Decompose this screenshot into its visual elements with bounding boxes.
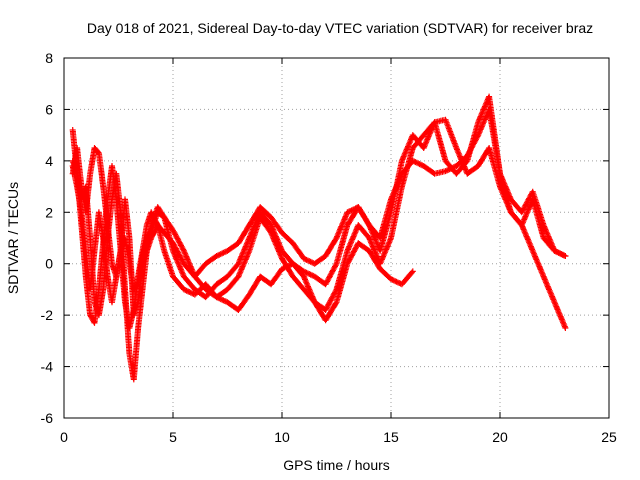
y-tick-label: 6	[45, 101, 53, 117]
y-tick-label: 2	[45, 204, 53, 220]
y-tick-label: -6	[41, 410, 54, 426]
y-tick-label: 4	[45, 153, 53, 169]
x-tick-label: 25	[601, 429, 617, 445]
axis-ticks: 0 5 10 15 20 25 -6 -4 -2 0 2 4 6 8	[41, 50, 617, 445]
data-points	[69, 93, 569, 383]
x-tick-label: 5	[169, 429, 177, 445]
y-axis-label: SDTVAR / TECUs	[5, 182, 21, 294]
x-tick-label: 15	[383, 429, 399, 445]
y-tick-label: -2	[41, 307, 54, 323]
y-tick-label: 0	[45, 256, 53, 272]
y-tick-label: -4	[41, 359, 54, 375]
x-tick-label: 20	[492, 429, 508, 445]
x-tick-label: 10	[274, 429, 290, 445]
x-axis-label: GPS time / hours	[283, 457, 390, 473]
series-track-4	[69, 106, 569, 319]
y-tick-label: 8	[45, 50, 53, 66]
chart-title: Day 018 of 2021, Sidereal Day-to-day VTE…	[87, 20, 593, 36]
point-markers	[69, 106, 569, 319]
plot-frame	[63, 57, 610, 419]
x-tick-label: 0	[60, 429, 68, 445]
